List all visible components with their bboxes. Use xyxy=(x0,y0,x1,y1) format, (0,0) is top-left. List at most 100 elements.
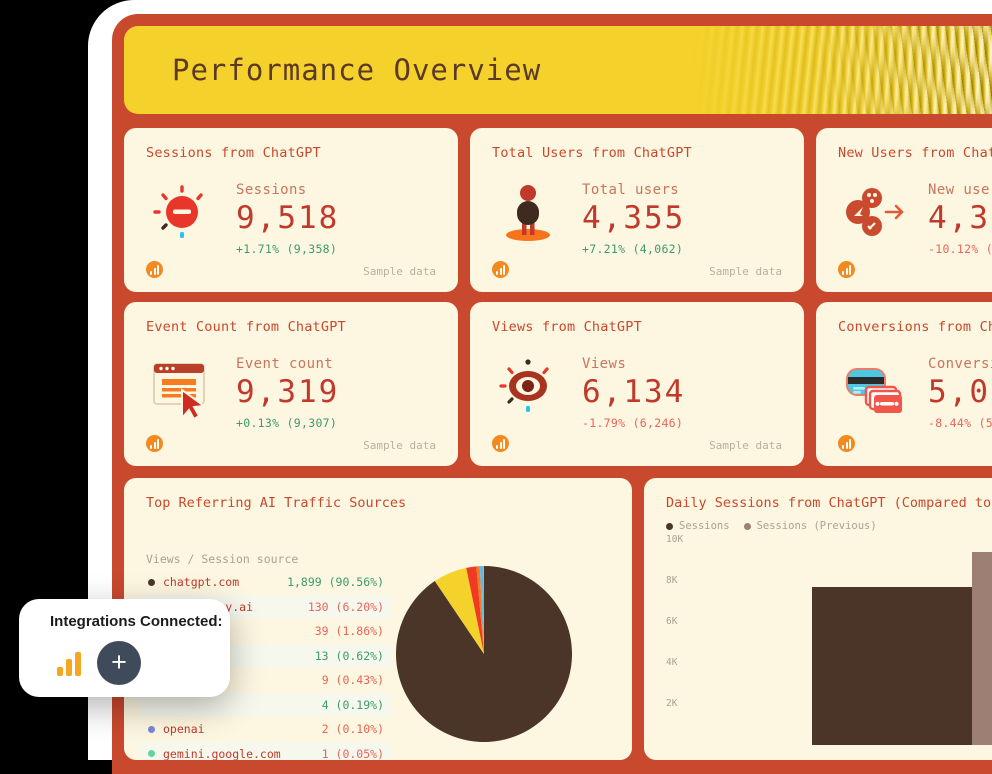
kpi-card-body: Sessions 9,518 +1.71% (9,358) xyxy=(146,176,339,256)
credit-card-ticket-icon xyxy=(838,350,910,422)
kpi-card-title: Event Count from ChatGPT xyxy=(146,319,346,335)
kpi-metric-label: Conversions xyxy=(928,356,992,372)
legend-label: Sessions xyxy=(679,520,730,532)
kpi-metric-label: New users xyxy=(928,182,992,198)
legend-label: Sessions (Previous) xyxy=(756,520,877,532)
kpi-card-body: Event count 9,319 +0.13% (9,307) xyxy=(146,350,339,430)
kpi-metric-label: Sessions xyxy=(236,182,307,198)
kpi-delta: -10.12% (4,784) xyxy=(928,242,992,256)
browser-click-icon xyxy=(146,350,218,422)
person-standing-icon xyxy=(492,176,564,248)
source-name: openai xyxy=(163,722,205,737)
bar-chart-legend: Sessions Sessions (Previous) xyxy=(666,520,877,532)
integrations-title: Integrations Connected: xyxy=(50,613,223,630)
kpi-metric-label: Views xyxy=(582,356,627,372)
kpi-value: 4,355 xyxy=(582,200,686,236)
kpi-text-block: Total users 4,355 +7.21% (4,062) xyxy=(582,176,685,256)
source-list-item[interactable]: 9 (0.43%) xyxy=(140,668,392,693)
source-value: 1 (0.05%) xyxy=(321,746,384,760)
kpi-value: 9,319 xyxy=(236,374,340,410)
kpi-sample-note: Sample data xyxy=(363,439,436,452)
dashboard-frame: Performance Overview Sessions from ChatG… xyxy=(112,14,992,774)
source-list-item[interactable]: gemini.google.com 1 (0.05%) xyxy=(140,741,392,760)
kpi-card[interactable]: Conversions from ChatGPT Conversions 5,0… xyxy=(816,302,992,466)
kpi-text-block: Sessions 9,518 +1.71% (9,358) xyxy=(236,176,339,256)
pie-chart xyxy=(394,564,574,744)
kpi-text-block: Views 6,134 -1.79% (6,246) xyxy=(582,350,685,430)
kpi-delta: -1.79% (6,246) xyxy=(582,416,684,430)
legend-color-dot xyxy=(148,578,155,586)
kpi-delta: +0.13% (9,307) xyxy=(236,416,338,430)
kpi-card-title: Sessions from ChatGPT xyxy=(146,145,321,161)
kpi-metric-label: Event count xyxy=(236,356,334,372)
source-value: 9 (0.43%) xyxy=(321,673,384,688)
kpi-value: 5,068 xyxy=(928,374,992,410)
y-axis-tick: 8K xyxy=(666,575,678,586)
source-name: gemini.google.com xyxy=(163,746,281,760)
kpi-metric-label: Total users xyxy=(582,182,680,198)
source-name: chatgpt.com xyxy=(163,575,240,590)
kpi-value: 4,300 xyxy=(928,200,992,236)
kpi-text-block: New users 4,300 -10.12% (4,784) xyxy=(928,176,992,256)
source-value: 4 (0.19%) xyxy=(321,697,384,712)
banner-texture-overlay xyxy=(812,26,992,114)
kpi-delta: +7.21% (4,062) xyxy=(582,242,684,256)
kpi-card-title: Total Users from ChatGPT xyxy=(492,145,692,161)
source-value: 39 (1.86%) xyxy=(314,624,384,639)
page-banner: Performance Overview xyxy=(124,26,992,114)
integrations-connected-card: Integrations Connected: + xyxy=(19,599,230,697)
analytics-icon[interactable] xyxy=(492,435,509,452)
analytics-icon[interactable] xyxy=(146,261,163,278)
bar-chart-plot: 10K 8K 6K 4K 2K xyxy=(666,534,992,745)
y-axis-tick: 2K xyxy=(666,698,678,709)
legend-item[interactable]: Sessions xyxy=(666,520,730,532)
kpi-value: 9,518 xyxy=(236,200,340,236)
kpi-value: 6,134 xyxy=(582,374,686,410)
analytics-icon[interactable] xyxy=(838,435,855,452)
source-value: 1,899 (90.56%) xyxy=(287,575,384,590)
kpi-card-title: Conversions from ChatGPT xyxy=(838,319,992,335)
page-title: Performance Overview xyxy=(172,53,542,87)
referral-arrow-icon xyxy=(838,176,910,248)
kpi-card-title: Views from ChatGPT xyxy=(492,319,642,335)
kpi-sample-note: Sample data xyxy=(709,265,782,278)
analytics-icon[interactable] xyxy=(492,261,509,278)
sun-minus-icon xyxy=(146,176,218,248)
analytics-icon[interactable] xyxy=(146,435,163,452)
pie-chart-svg xyxy=(395,566,572,742)
source-value: 13 (0.62%) xyxy=(314,648,384,663)
eye-icon xyxy=(492,350,564,422)
kpi-text-block: Conversions 5,068 -8.44% (5,535) xyxy=(928,350,992,430)
add-integration-button[interactable]: + xyxy=(97,641,141,685)
source-list-item[interactable]: 39 (1.86%) xyxy=(140,619,392,644)
kpi-card-body: Total users 4,355 +7.21% (4,062) xyxy=(492,176,685,256)
y-axis-tick: 10K xyxy=(666,534,684,545)
kpi-card[interactable]: Sessions from ChatGPT Sessions 9,518 +1.… xyxy=(124,128,458,292)
source-list-item[interactable]: chatgpt.com 1,899 (90.56%) xyxy=(140,570,392,595)
kpi-card[interactable]: Event Count from ChatGPT Event count 9,3… xyxy=(124,302,458,466)
panel-title: Daily Sessions from ChatGPT (Compared to… xyxy=(666,495,992,511)
bar-column[interactable] xyxy=(812,587,972,745)
kpi-delta: +1.71% (9,358) xyxy=(236,242,338,256)
kpi-sample-note: Sample data xyxy=(709,439,782,452)
google-analytics-icon[interactable] xyxy=(57,650,85,676)
analytics-icon[interactable] xyxy=(838,261,855,278)
legend-color-dot xyxy=(148,750,155,758)
source-value: 130 (6.20%) xyxy=(307,599,384,614)
legend-item[interactable]: Sessions (Previous) xyxy=(743,520,877,532)
kpi-card[interactable]: Total Users from ChatGPT Total users 4,3… xyxy=(470,128,804,292)
kpi-delta: -8.44% (5,535) xyxy=(928,416,992,430)
kpi-card[interactable]: New Users from ChatGPT New users 4,300 -… xyxy=(816,128,992,292)
kpi-card-body: Conversions 5,068 -8.44% (5,535) xyxy=(838,350,992,430)
panel-title: Top Referring AI Traffic Sources xyxy=(146,495,407,511)
source-list-item[interactable]: openai 2 (0.10%) xyxy=(140,717,392,742)
legend-color-dot xyxy=(666,522,673,530)
daily-sessions-panel: Daily Sessions from ChatGPT (Compared to… xyxy=(644,478,992,760)
kpi-sample-note: Sample data xyxy=(363,265,436,278)
kpi-card[interactable]: Views from ChatGPT Views 6,134 -1.79% (6… xyxy=(470,302,804,466)
kpi-card-body: Views 6,134 -1.79% (6,246) xyxy=(492,350,685,430)
bar-column[interactable] xyxy=(972,552,992,745)
y-axis-tick: 4K xyxy=(666,657,678,668)
source-value: 2 (0.10%) xyxy=(321,722,384,737)
kpi-text-block: Event count 9,319 +0.13% (9,307) xyxy=(236,350,339,430)
